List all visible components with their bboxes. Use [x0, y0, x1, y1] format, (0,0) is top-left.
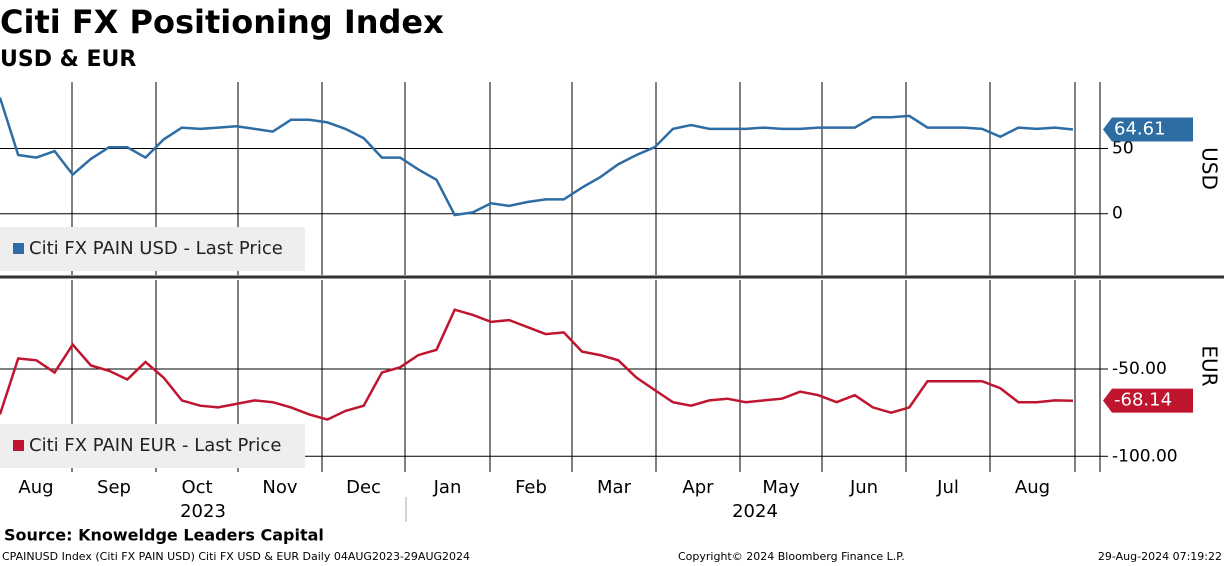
x-tick-label: Feb	[515, 477, 547, 498]
legend-swatch	[13, 440, 24, 451]
chart-title: Citi FX Positioning Index	[0, 3, 444, 41]
x-tick-label: Dec	[346, 477, 381, 498]
series-line	[0, 97, 1074, 217]
year-label: 2024	[732, 501, 778, 522]
legend-box	[0, 227, 305, 271]
x-tick-label: Oct	[181, 477, 212, 498]
x-tick-label: Nov	[262, 477, 297, 498]
x-tick-label: Aug	[1015, 477, 1050, 498]
x-tick-label: May	[762, 477, 800, 498]
source: Source: Knoweldge Leaders Capital	[4, 526, 324, 545]
footer-right: 29-Aug-2024 07:19:22	[1098, 550, 1222, 563]
x-tick-label: Aug	[18, 477, 53, 498]
y-tick-label: 50	[1112, 139, 1134, 159]
x-tick-label: Jan	[433, 477, 462, 498]
y-axis-label: EUR	[1198, 345, 1222, 386]
x-tick-label: Mar	[597, 477, 632, 498]
y-tick-label: -50.00	[1112, 359, 1167, 379]
legend-swatch	[13, 243, 24, 254]
x-tick-label: Jun	[849, 477, 878, 498]
footer-left: CPAINUSD Index (Citi FX PAIN USD) Citi F…	[2, 550, 470, 563]
last-price-label: 64.61	[1114, 118, 1166, 139]
legend-label: Citi FX PAIN EUR - Last Price	[29, 435, 281, 456]
footer-center: Copyright© 2024 Bloomberg Finance L.P.	[678, 550, 905, 563]
year-label: 2023	[180, 501, 226, 522]
last-price-label: -68.14	[1114, 390, 1172, 411]
series-line	[0, 308, 1074, 421]
x-tick-label: Jul	[936, 477, 959, 498]
last-price-tag	[1103, 388, 1193, 413]
x-tick-label: Apr	[682, 477, 714, 498]
chart-subtitle: USD & EUR	[0, 47, 136, 72]
x-tick-label: Sep	[97, 477, 131, 498]
last-price-tag	[1103, 117, 1193, 142]
legend-label: Citi FX PAIN USD - Last Price	[29, 238, 283, 259]
y-axis-label: USD	[1198, 147, 1222, 190]
y-tick-label: 0	[1112, 204, 1123, 224]
legend-box	[0, 424, 305, 468]
y-tick-label: -100.00	[1112, 446, 1178, 466]
